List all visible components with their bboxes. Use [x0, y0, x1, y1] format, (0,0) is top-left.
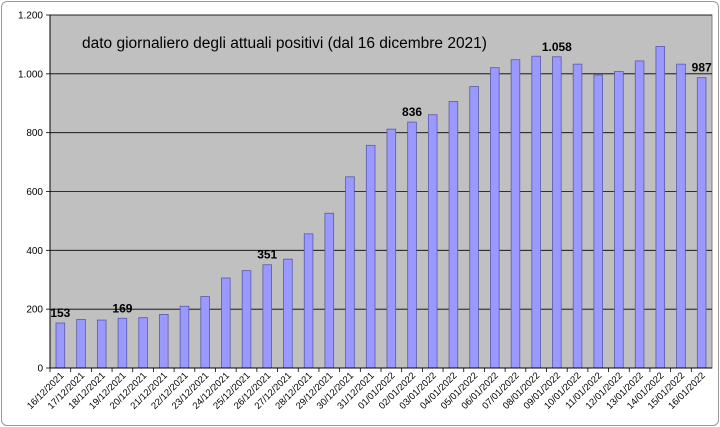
chart-title: dato giornaliero degli attuali positivi …: [82, 35, 487, 52]
bar: [572, 63, 583, 369]
y-tick-label: 1.000: [18, 69, 43, 80]
bar: [510, 59, 521, 369]
data-label: 987: [692, 61, 712, 75]
bar: [117, 317, 128, 369]
data-label: 351: [257, 248, 277, 262]
bar: [241, 270, 252, 369]
bar: [696, 77, 707, 369]
bar: [593, 74, 603, 369]
data-label: 169: [112, 301, 132, 315]
bar: [407, 121, 417, 369]
bar: [469, 86, 479, 369]
y-tick-label: 800: [26, 128, 43, 139]
bar: [303, 233, 314, 369]
bar: [179, 305, 190, 369]
bar: [614, 71, 624, 369]
y-tick-label: 1.200: [18, 11, 43, 22]
bar: [159, 314, 169, 369]
data-labels: 153 169 351 836 1.058 987: [50, 40, 712, 320]
data-label: 1.058: [542, 40, 572, 54]
bar: [655, 46, 666, 369]
bar: [552, 56, 562, 369]
bar: [221, 277, 231, 369]
bar: [365, 144, 376, 369]
bar: [490, 67, 500, 369]
y-axis-ticks: 0 200 400 600 800 1.000 1.200: [18, 11, 50, 375]
bar: [324, 212, 335, 369]
y-tick-label: 400: [26, 246, 43, 257]
bar: [96, 319, 107, 369]
bar: [676, 63, 686, 369]
bar: [200, 296, 210, 369]
x-axis-ticks: 16/12/202117/12/202118/12/202119/12/2021…: [25, 368, 708, 412]
bar: [55, 322, 66, 369]
bar: [76, 319, 86, 369]
bar: [345, 176, 355, 369]
bar: [634, 60, 645, 369]
data-label: 836: [402, 105, 422, 119]
bar: [138, 317, 148, 369]
bar: [262, 264, 272, 369]
bar: [448, 101, 459, 369]
y-tick-label: 200: [26, 305, 43, 316]
bar: [531, 55, 541, 369]
bar: [427, 114, 438, 369]
bar: [386, 128, 397, 369]
y-tick-label: 600: [26, 187, 43, 198]
bar: [283, 258, 293, 369]
data-label: 153: [50, 306, 70, 320]
y-tick-label: 0: [37, 364, 43, 375]
